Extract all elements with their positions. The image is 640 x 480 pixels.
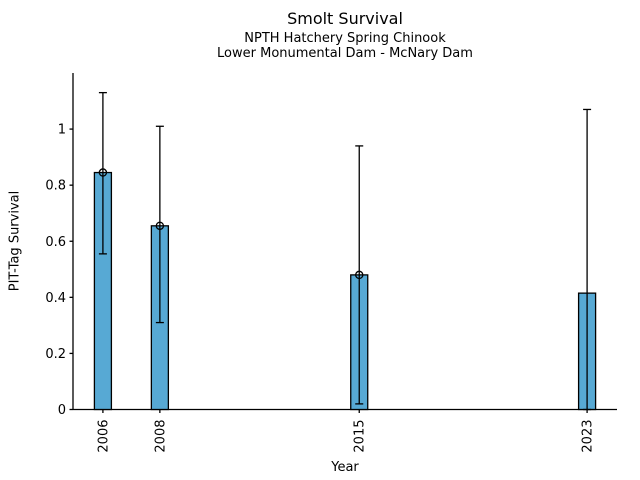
y-tick-label: 0.6: [45, 235, 66, 250]
y-tick-label: 0: [58, 403, 66, 418]
x-axis-label: Year: [331, 460, 359, 475]
y-tick-label: 0.2: [45, 347, 66, 362]
chart-subtitle-line2: Lower Monumental Dam - McNary Dam: [217, 45, 473, 61]
chart-subtitle-line1: NPTH Hatchery Spring Chinook: [244, 30, 446, 46]
bar-top-marker: [354, 270, 364, 280]
x-tick-label: 2015: [353, 420, 368, 453]
x-tick-label: 2023: [581, 420, 596, 453]
x-tick-label: 2006: [96, 420, 111, 453]
bar-top-marker: [98, 168, 108, 177]
y-tick-label: 0.8: [45, 179, 66, 194]
bar-top-marker: [155, 221, 165, 231]
x-tick-label: 2008: [153, 420, 168, 453]
chart-header: Smolt Survival NPTH Hatchery Spring Chin…: [73, 10, 617, 61]
y-tick-label: 1: [58, 123, 66, 138]
y-tick-label: 0.4: [45, 291, 66, 306]
chart-title: Smolt Survival: [287, 9, 403, 28]
